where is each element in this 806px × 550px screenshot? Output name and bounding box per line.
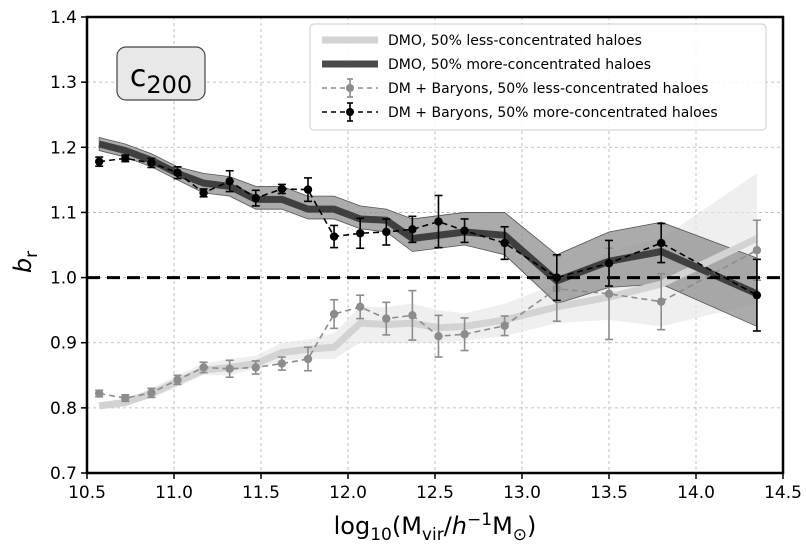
data-point — [382, 314, 391, 323]
data-point — [94, 157, 104, 166]
y-tick-label: 1.4 — [50, 8, 77, 28]
x-title-msun: M — [492, 512, 513, 540]
data-point — [277, 184, 287, 194]
x-tick-label: 10.5 — [68, 483, 106, 503]
title-box-base: c — [130, 59, 147, 94]
data-point — [752, 290, 762, 300]
data-point — [329, 232, 339, 241]
series-lines — [98, 140, 759, 410]
x-tick-label: 11.0 — [155, 483, 193, 503]
title-box: c200 — [116, 46, 206, 101]
legend-marker — [346, 84, 354, 92]
data-point — [251, 193, 260, 203]
errorbars — [94, 154, 762, 403]
x-title-vir-sub: vir — [422, 525, 444, 545]
data-point — [460, 226, 469, 235]
x-tick-label: 13.5 — [590, 483, 628, 503]
data-point — [355, 302, 365, 312]
data-point — [225, 364, 234, 373]
legend-items: DMO, 50% less-concentrated haloes DMO, 50… — [322, 33, 718, 122]
y-ticks: 0.7 0.8 0.9 1.0 1.1 1.2 1.3 1.4 — [50, 8, 87, 484]
data-point — [329, 309, 339, 319]
data-point — [277, 359, 287, 368]
legend-marker — [346, 108, 354, 116]
data-point — [173, 168, 182, 177]
x-tick-label: 12.5 — [416, 483, 454, 503]
data-point — [251, 363, 260, 372]
data-point — [500, 238, 509, 248]
title-box-sub: 200 — [146, 71, 192, 99]
data-point — [199, 188, 208, 198]
data-point — [121, 393, 130, 403]
data-point — [460, 330, 469, 339]
title-box-frame — [116, 46, 206, 101]
data-point — [173, 375, 182, 385]
y-tick-label: 1.2 — [50, 138, 77, 158]
x-tick-label: 14.0 — [677, 483, 715, 503]
x-title-h: h — [452, 512, 467, 540]
data-point — [303, 354, 313, 364]
data-point — [147, 158, 156, 168]
errorbar-series-line — [99, 157, 758, 296]
y-tick-label: 1.1 — [50, 203, 77, 223]
series-line — [98, 235, 759, 410]
legend-frame — [309, 23, 767, 131]
series-line — [98, 140, 759, 298]
data-point — [657, 238, 666, 248]
data-point — [121, 154, 130, 163]
x-title-log-sub: 10 — [370, 525, 392, 545]
x-title-slash: / — [444, 512, 453, 540]
data-point — [434, 332, 443, 341]
y-axis-title: br — [9, 251, 42, 273]
data-point — [303, 185, 313, 194]
data-point — [355, 229, 365, 238]
data-point — [225, 176, 234, 186]
data-point — [199, 363, 208, 372]
data-point — [552, 273, 561, 282]
data-point — [604, 259, 614, 268]
title-box-text: c200 — [130, 59, 192, 99]
data-point — [382, 227, 391, 237]
data-point — [434, 217, 443, 226]
data-point — [500, 321, 509, 330]
x-ticks: 10.5 11.0 11.5 12.0 12.5 13.0 13.5 14.0 14.5 — [68, 473, 802, 503]
y-tick-label: 0.8 — [50, 399, 77, 419]
legend-label: DMO, 50% more-concentrated haloes — [388, 57, 651, 73]
legend-label: DM + Baryons, 50% less-concentrated halo… — [388, 81, 708, 97]
x-title-msun-sub: ⊙ — [513, 525, 527, 545]
x-tick-label: 12.0 — [329, 483, 367, 503]
legend-label: DM + Baryons, 50% more-concentrated halo… — [388, 105, 718, 121]
data-point — [752, 246, 762, 255]
data-point — [147, 388, 156, 398]
legend: DMO, 50% less-concentrated haloes DMO, 50… — [309, 23, 767, 131]
x-tick-label: 13.0 — [503, 483, 541, 503]
data-point — [408, 225, 417, 234]
x-title-close: ) — [527, 512, 536, 540]
data-point — [604, 289, 614, 299]
legend-label: DMO, 50% less-concentrated haloes — [388, 33, 642, 49]
x-tick-label: 14.5 — [764, 483, 802, 503]
y-tick-label: 0.7 — [50, 464, 77, 484]
y-tick-label: 1.3 — [50, 73, 77, 93]
y-tick-label: 0.9 — [50, 334, 77, 354]
y-title-sub: r — [22, 251, 42, 258]
x-title-h-sup: −1 — [467, 510, 492, 530]
y-tick-label: 1.0 — [50, 269, 77, 289]
errorbar-series-line — [99, 249, 758, 399]
y-title-base: b — [9, 258, 37, 273]
data-point — [408, 311, 417, 320]
x-title-open: (M — [392, 512, 422, 540]
x-title-log: log — [334, 512, 371, 540]
data-point — [657, 297, 666, 306]
x-tick-label: 11.5 — [242, 483, 280, 503]
x-axis-title: log10(Mvir/h−1M⊙) — [334, 510, 537, 545]
data-point — [94, 389, 104, 398]
